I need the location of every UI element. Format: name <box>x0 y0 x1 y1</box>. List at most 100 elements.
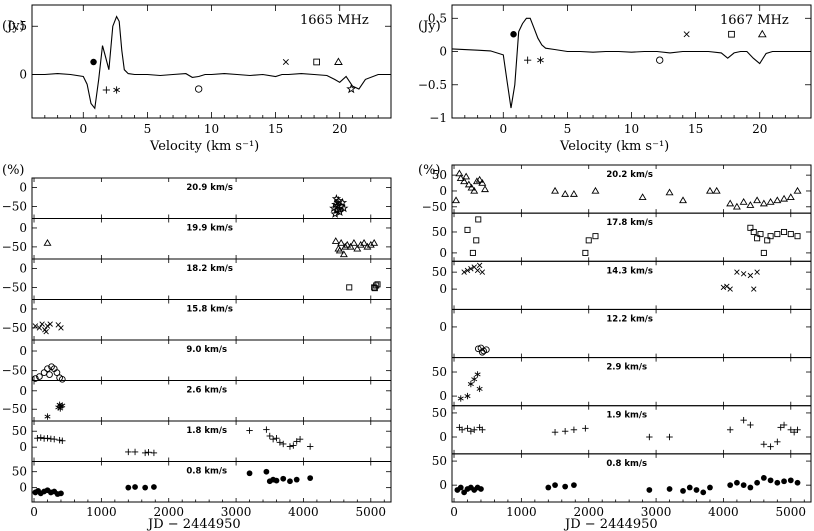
timeseries-1667-panel: (%) JD − 2444950 50 0 −50 20.2 km/s 50 0 17.8 … <box>418 163 812 531</box>
y-tick-label: −50 <box>2 240 27 254</box>
velocity-label: 0.8 km/s <box>186 467 227 477</box>
y-tick-label: 0 <box>439 45 447 59</box>
data-point-cross <box>476 262 483 269</box>
y-tick-label: −50 <box>2 364 27 378</box>
y-tick-label: 0 <box>19 440 27 454</box>
data-point-filled-circle <box>646 487 653 493</box>
component-marker-star <box>346 83 357 94</box>
data-point-plus <box>646 433 653 441</box>
y-tick-label: −1 <box>429 111 447 125</box>
data-point-plus <box>59 437 66 444</box>
data-point-triangle <box>335 246 344 254</box>
spectrum-1665-xlabel: Velocity (km s⁻¹) <box>149 139 259 154</box>
data-point-star <box>339 203 349 213</box>
data-point-circle <box>44 365 51 373</box>
component-marker-plus <box>102 86 110 94</box>
data-point-triangle <box>331 237 340 244</box>
data-point-plus <box>263 426 270 433</box>
data-point-filled-circle <box>700 489 707 496</box>
y-tick-label: 50 <box>432 265 447 279</box>
data-point-cross <box>751 286 757 292</box>
timeseries-subpanel: 0 −50 20.9 km/s <box>2 177 392 219</box>
data-point-triangle <box>460 177 469 185</box>
data-point-cross <box>47 321 53 327</box>
x-tick-label: 3000 <box>221 505 252 519</box>
data-point-cross <box>727 286 733 292</box>
data-point-circle <box>46 371 53 378</box>
data-point-plus <box>561 428 569 435</box>
data-point-cross <box>44 323 51 329</box>
y-tick-label: 0 <box>439 184 447 198</box>
data-point-plus <box>293 438 300 445</box>
velocity-label: 18.2 km/s <box>186 264 233 274</box>
x-tick-label: 2000 <box>573 505 604 519</box>
data-point-plus <box>273 435 280 442</box>
data-point-triangle <box>759 199 768 207</box>
x-tick-label: 0 <box>30 505 38 519</box>
x-tick-label: 4000 <box>708 505 739 519</box>
component-marker-cross <box>282 58 289 66</box>
data-point-cross <box>754 269 760 275</box>
y-tick-label: −50 <box>2 199 27 213</box>
data-point-triangle <box>363 242 372 250</box>
x-tick-label: 5000 <box>776 505 807 519</box>
data-point-plus <box>276 439 284 446</box>
data-point-filled-circle <box>246 470 253 477</box>
x-tick-label: 4000 <box>288 505 319 519</box>
y-tick-label: 0 <box>19 261 27 275</box>
data-point-filled-circle <box>734 479 740 486</box>
data-point-triangle <box>43 239 52 246</box>
data-point-cross <box>461 269 467 275</box>
data-point-triangle <box>712 186 721 194</box>
data-point-plus <box>774 438 781 446</box>
data-point-star <box>337 197 348 207</box>
data-point-circle <box>53 369 61 376</box>
data-point-filled-circle <box>151 484 157 490</box>
data-point-triangle <box>638 193 647 200</box>
component-marker-filled-circle <box>90 58 97 66</box>
timeseries-subpanel: 50 0 1.8 km/s <box>12 420 392 462</box>
y-tick-label: 50 <box>432 225 447 239</box>
data-point-plus <box>296 435 304 443</box>
velocity-label: 17.8 km/s <box>606 218 653 228</box>
data-point-cross <box>479 269 486 275</box>
data-point-filled-circle <box>280 475 287 482</box>
spectrum-1665-title: 1665 MHz <box>300 13 369 28</box>
data-point-filled-circle <box>767 477 774 484</box>
timeseries-subpanel: 50 0 17.8 km/s <box>432 212 812 262</box>
data-point-square <box>781 228 788 235</box>
y-tick-label: 0 <box>19 481 27 495</box>
velocity-label: 15.8 km/s <box>186 305 233 315</box>
data-point-cross <box>720 284 727 291</box>
velocity-label: 20.2 km/s <box>606 170 653 180</box>
data-point-plus <box>51 435 58 443</box>
x-tick-label: 0 <box>450 505 458 519</box>
data-point-triangle <box>462 172 471 180</box>
data-point-asterisk <box>464 392 471 400</box>
y-tick-label: 0 <box>19 302 27 316</box>
y-tick-label: −50 <box>2 280 27 294</box>
data-point-asterisk <box>44 413 51 420</box>
velocity-label: 14.3 km/s <box>606 266 653 276</box>
velocity-label: 1.9 km/s <box>606 411 647 421</box>
data-point-triangle <box>591 186 600 194</box>
data-point-filled-circle <box>457 484 464 491</box>
y-tick-label: 50 <box>432 454 447 468</box>
component-marker-square <box>728 30 735 38</box>
y-tick-label: 0.5 <box>8 19 27 33</box>
spectrum-1665-ylabel: (Jy) <box>2 19 25 34</box>
data-point-triangle <box>732 202 741 210</box>
x-tick-label: 20 <box>332 122 347 136</box>
data-point-cross <box>43 328 49 335</box>
data-point-triangle <box>569 190 578 197</box>
data-point-circle <box>58 375 66 383</box>
data-point-plus <box>246 427 253 434</box>
data-point-filled-circle <box>293 476 300 483</box>
data-point-plus <box>747 421 754 429</box>
spectrum-1665-panel: 1665 MHz (Jy) Velocity (km s⁻¹) 0 5 10 15 20… <box>2 4 392 154</box>
x-tick-label: 10 <box>204 122 219 136</box>
data-point-filled-circle <box>666 486 673 492</box>
data-point-star <box>333 200 343 210</box>
data-point-circle <box>32 375 39 382</box>
data-point-triangle <box>349 239 358 246</box>
